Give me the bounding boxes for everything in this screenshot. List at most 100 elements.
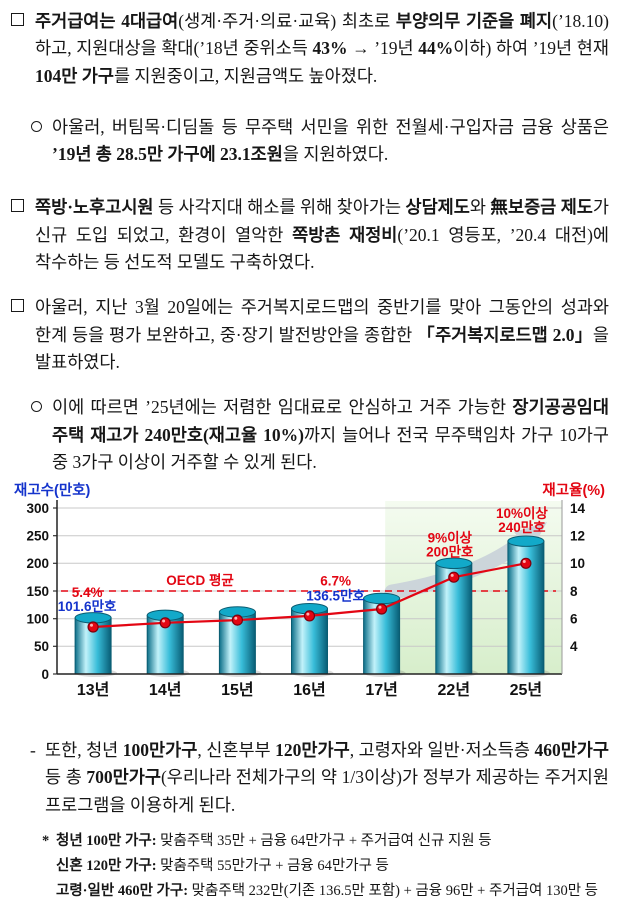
text-run: 4대급여 [121, 11, 179, 31]
paragraph-roadmap-2-0: 아울러, 지난 3월 20일에는 주거복지로드맵의 중반기를 맞아 그동안의 성… [10, 294, 609, 376]
text-run: 이하) 하여 ’19년 현재 [453, 38, 609, 59]
text-run: 43% [312, 38, 348, 59]
paragraph-housing-benefit: 주거급여는 4대급여(생계·주거·의료·교육) 최초로 부양의무 기준을 폐지(… [10, 8, 609, 90]
svg-text:10: 10 [570, 556, 585, 571]
text-run: 가 신규 도입 되었고, 환경이 열악한 [35, 197, 609, 245]
text-run: 상담제도 [405, 197, 470, 218]
svg-text:101.6만호: 101.6만호 [58, 599, 117, 614]
text-run: (생계·주거·의료·교육) 최초로 [178, 11, 396, 31]
svg-text:4: 4 [570, 639, 578, 654]
svg-text:13년: 13년 [77, 680, 110, 699]
svg-text:25년: 25년 [510, 680, 543, 699]
svg-text:100: 100 [26, 612, 49, 627]
text-run: 아울러, 버팀목·디딤돌 등 무주택 서민을 위한 전월세·구입자금 금융 상품… [52, 116, 609, 137]
text-run: 와 [469, 197, 491, 218]
footnote-text: 청년 100만 가구: 맞춤주택 35만 + 금융 64만가구 + 주거급여 신… [56, 833, 492, 849]
text-run: 120만가구 [275, 740, 350, 761]
svg-text:OECD 평균: OECD 평균 [166, 572, 234, 588]
text-run: 고령·일반 460만 가구: [56, 882, 189, 899]
text-run: → ’19년 [347, 38, 419, 59]
text-run: 맞춤주택 35만 + 금융 64만가구 + 주거급여 신규 지원 등 [156, 833, 492, 850]
svg-text:10%이상: 10%이상 [496, 505, 548, 521]
paragraph-programs-total: - 또한, 청년 100만가구, 신혼부부 120만가구, 고령자와 일반·저소… [28, 737, 609, 819]
text-run: 44% [418, 38, 454, 59]
text-run: 100만가구 [122, 740, 198, 761]
text-run: 쪽방촌 재정비 [292, 224, 398, 245]
paragraph-public-rental: 이에 따르면 ’25년에는 저렴한 임대료로 안심하고 거주 가능한 장기공공임… [28, 394, 609, 476]
text-run: 주거급여는 [35, 11, 116, 31]
paragraph-text: 아울러, 버팀목·디딤돌 등 무주택 서민을 위한 전월세·구입자금 금융 상품… [52, 117, 609, 164]
text-run: 맞춤주택 232만(기존 136.5만 포함) + 금융 96만 + 주거급여 … [188, 882, 599, 899]
text-run: 이에 따르면 ’25년에는 저렴한 임대료로 안심하고 거주 가능한 [52, 397, 513, 418]
text-run: (우리나라 전체가구의 약 1/3이상)가 정부가 제공하는 주거지원 프로그램… [45, 767, 609, 815]
square-bullet-icon [11, 199, 24, 213]
text-run: 까지 늘어나 전국 무주택임차 가구 10가구 중 3가구 이상이 거주할 수 … [52, 424, 609, 472]
footnote-text: 신혼 120만 가구: 맞춤주택 55만가구 + 금융 64만가구 등 [56, 858, 389, 874]
text-run: 를 지원중이고, 지원금액도 높아졌다. [113, 65, 378, 86]
text-run: 등 총 [45, 767, 87, 788]
svg-text:8: 8 [570, 584, 578, 599]
text-run: 등 사각지대 해소를 위해 찾아가는 [153, 197, 406, 218]
text-run: 104만 가구 [35, 65, 114, 86]
svg-text:12: 12 [570, 529, 585, 544]
text-run: , 신혼부부 [197, 740, 276, 761]
text-run: (’20.1 영등포, ’20.4 대전)에 착수하는 등 선도적 모델도 구축… [35, 224, 609, 273]
svg-text:16년: 16년 [293, 680, 326, 699]
svg-text:0: 0 [41, 667, 49, 682]
text-run: 신혼 120만 가구: [56, 857, 157, 874]
text-run: 아울러, 지난 3월 20일에는 주거복지로드맵의 중반기를 맞아 그동안의 성… [35, 297, 609, 345]
footnotes: * 청년 100만 가구: 맞춤주택 35만 + 금융 64만가구 + 주거급여… [42, 831, 609, 900]
svg-text:136.5만호: 136.5만호 [306, 589, 365, 604]
text-run: 부양의무 기준을 폐지 [395, 11, 553, 31]
text-run: 쪽방·노후고시원 [35, 197, 154, 218]
footnote-text: 고령·일반 460만 가구: 맞춤주택 232만(기존 136.5만 포함) +… [56, 883, 598, 899]
text-run: 또한, 청년 [45, 740, 123, 761]
text-run: 700만가구 [86, 767, 161, 788]
paragraph-text: 아울러, 지난 3월 20일에는 주거복지로드맵의 중반기를 맞아 그동안의 성… [35, 297, 609, 372]
svg-text:150: 150 [26, 584, 49, 599]
housing-stock-chart: OECD 평균 5.4% 101.6만호 6.7% 136.5만호 9%이상 200만호 10… [10, 482, 609, 717]
text-run: (’18.10)하고, 지원대상을 확대(’18년 중위소득 [35, 11, 609, 59]
asterisk-marker: * [42, 833, 50, 850]
svg-text:300: 300 [26, 501, 49, 516]
square-bullet-icon [11, 299, 24, 313]
svg-text:17년: 17년 [365, 680, 398, 699]
chart-canvas: OECD 평균 5.4% 101.6만호 6.7% 136.5만호 9%이상 200만호 10… [10, 482, 609, 717]
footnote-elderly-general: 고령·일반 460만 가구: 맞춤주택 232만(기존 136.5만 포함) +… [42, 881, 609, 900]
text-run: 청년 100만 가구: [56, 833, 157, 850]
svg-text:5.4%: 5.4% [72, 585, 103, 600]
svg-text:재고수(만호): 재고수(만호) [14, 482, 91, 499]
footnote-newlywed: 신혼 120만 가구: 맞춤주택 55만가구 + 금융 64만가구 등 [42, 856, 609, 878]
svg-text:250: 250 [26, 529, 49, 544]
svg-text:240만호: 240만호 [498, 520, 546, 535]
text-run: 無보증금 제도 [490, 197, 593, 218]
paragraph-text: 주거급여는 4대급여(생계·주거·의료·교육) 최초로 부양의무 기준을 폐지(… [35, 11, 609, 86]
svg-text:22년: 22년 [438, 680, 471, 699]
svg-text:50: 50 [34, 639, 49, 654]
svg-text:200: 200 [26, 556, 49, 571]
svg-text:9%이상: 9%이상 [428, 529, 473, 545]
svg-text:14년: 14년 [149, 680, 182, 699]
paragraph-finance-support: 아울러, 버팀목·디딤돌 등 무주택 서민을 위한 전월세·구입자금 금융 상품… [28, 114, 609, 169]
text-run: 장기공공임대 주택 재고가 240만호(재고율 10%) [52, 397, 609, 445]
text-run: 을 지원하였다. [282, 144, 389, 165]
text-run: ’19년 총 28.5만 가구에 23.1조원 [52, 144, 283, 165]
paragraph-blind-spot: 쪽방·노후고시원 등 사각지대 해소를 위해 찾아가는 상담제도와 無보증금 제… [10, 194, 609, 276]
svg-text:200만호: 200만호 [426, 544, 474, 559]
paragraph-text: 이에 따르면 ’25년에는 저렴한 임대료로 안심하고 거주 가능한 장기공공임… [52, 397, 609, 472]
circle-bullet-icon [31, 120, 42, 132]
text-run: 「주거복지로드맵 2.0」 [417, 324, 593, 345]
text-run: 460만가구 [534, 740, 610, 761]
dash-bullet: - [30, 740, 36, 761]
paragraph-text: 쪽방·노후고시원 등 사각지대 해소를 위해 찾아가는 상담제도와 無보증금 제… [35, 197, 609, 272]
text-run: 을 발표하였다. [35, 324, 609, 372]
square-bullet-icon [11, 13, 24, 26]
text-run: , 고령자와 일반·저소득층 [349, 740, 535, 761]
footnote-youth: * 청년 100만 가구: 맞춤주택 35만 + 금융 64만가구 + 주거급여… [42, 831, 609, 853]
svg-text:재고율(%): 재고율(%) [542, 482, 605, 499]
paragraph-text: 또한, 청년 100만가구, 신혼부부 120만가구, 고령자와 일반·저소득층… [45, 740, 609, 815]
svg-text:14: 14 [570, 501, 586, 516]
svg-text:15년: 15년 [221, 680, 254, 699]
